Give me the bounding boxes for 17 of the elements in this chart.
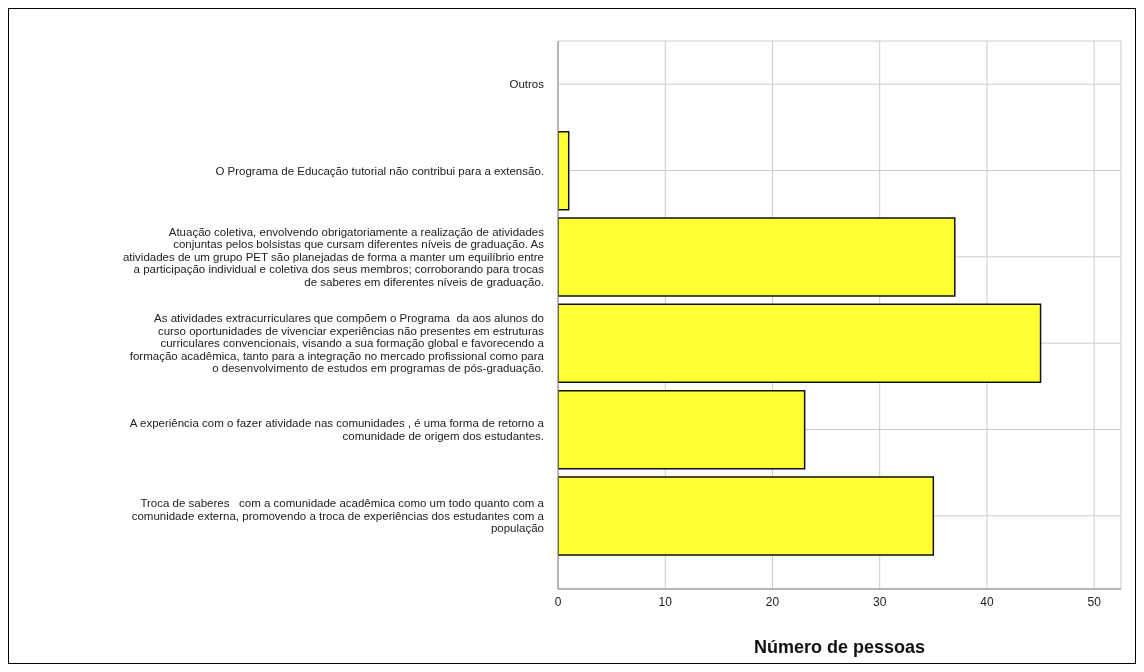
x-tick-label: 40 [980, 594, 994, 609]
bar [558, 303, 1042, 384]
y-tick-label: Troca de saberes com a comunidade acadêmica como um todo quanto com a comunidade externa, promovendo a troca de experiências dos estudantes com a população [131, 497, 545, 535]
y-tick-label: As atividades extracurriculares que compõem o Programa da aos alunos do curso oportunidades de vivenciar experiências não presentes em estruturas curriculares convencionais, visando a sua formação global e favorecendo a formação acadêmica, tanto para a integração no mercado profissional como para o desenvolvimento de estudos em programas de pós-graduação. [129, 312, 545, 375]
bar [558, 389, 806, 470]
x-tick-label: 20 [765, 594, 780, 609]
x-tick-label: 0 [554, 594, 562, 609]
y-tick-label: Outros [509, 78, 545, 91]
y-tick-label: O Programa de Educação tutorial não contribui para a extensão. [215, 164, 544, 177]
bar [558, 476, 935, 556]
y-tick-label: Atuação coletiva, envolvendo obrigatoriamente a realização de atividades conjuntas pelos bolsistas que cursam diferentes níveis de graduação. As atividades de um grupo PET são planejadas de forma a manter um equilíbrio entre a participação individual e coletiva dos seus membros; corroborando para trocas de saberes em diferentes níveis de graduação. [122, 225, 545, 288]
x-axis-title: Número de pessoas [753, 637, 926, 657]
x-tick-label: 50 [1087, 594, 1102, 609]
x-tick-label: 10 [658, 594, 673, 609]
bar [558, 217, 956, 297]
x-tick-label: 30 [873, 594, 887, 609]
y-tick-label: A experiência com o fazer atividade nas comunidades , é uma forma de retorno a comunidade de origem dos estudantes. [129, 417, 545, 442]
